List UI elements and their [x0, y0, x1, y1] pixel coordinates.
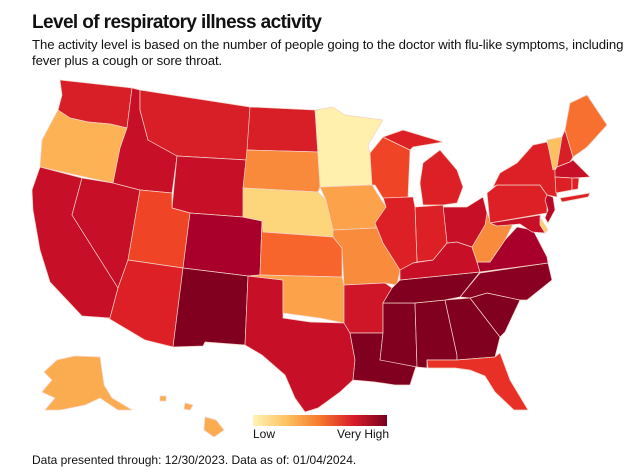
state-wy[interactable] [171, 155, 248, 218]
state-tx[interactable] [244, 275, 356, 413]
data-date-footer: Data presented through: 12/30/2023. Data… [32, 453, 357, 467]
chart-title: Level of respiratory illness activity [32, 12, 322, 33]
state-nc[interactable] [459, 262, 553, 301]
state-nd[interactable] [246, 106, 321, 153]
state-ny-long-island[interactable] [559, 192, 591, 203]
state-mi[interactable] [419, 149, 464, 206]
state-sd[interactable] [242, 149, 321, 193]
state-ok[interactable] [247, 274, 345, 324]
state-me[interactable] [564, 94, 608, 158]
state-de[interactable] [539, 216, 549, 234]
state-oh[interactable] [442, 196, 488, 248]
legend-gradient-bar [253, 415, 387, 426]
state-fl[interactable] [426, 352, 529, 411]
state-hi-islands[interactable] [159, 395, 167, 402]
legend-low-label: Low [253, 427, 276, 441]
state-nm[interactable] [172, 267, 249, 348]
state-ak[interactable] [41, 355, 133, 411]
legend-high-label: Very High [337, 427, 390, 441]
state-il[interactable] [374, 196, 418, 271]
state-nh[interactable] [556, 129, 574, 168]
state-ms[interactable] [379, 302, 418, 368]
state-nj[interactable] [544, 194, 556, 224]
chart-subtitle: The activity level is based on the numbe… [32, 37, 624, 68]
state-ri[interactable] [571, 177, 580, 191]
state-md[interactable] [489, 214, 546, 234]
state-ct[interactable] [554, 176, 573, 194]
state-hi-maui[interactable] [183, 402, 194, 411]
state-hi[interactable] [203, 416, 225, 438]
state-mi-upper[interactable] [382, 129, 444, 151]
state-co[interactable] [182, 212, 263, 277]
